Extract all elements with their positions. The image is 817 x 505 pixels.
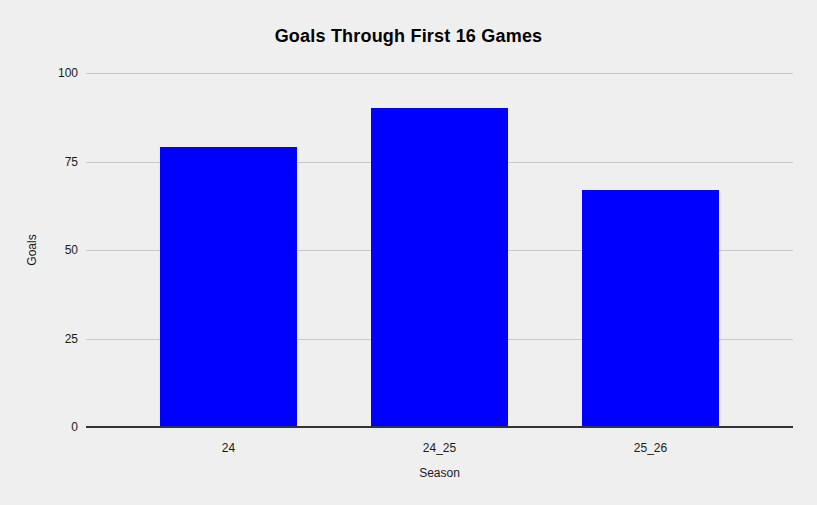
chart-page: { "page": { "background": "#efefef" }, "… <box>0 0 817 505</box>
bar-24_25 <box>371 108 508 427</box>
bar-25_26 <box>582 190 719 427</box>
bar-24 <box>160 147 297 427</box>
gridline <box>86 73 793 74</box>
y-tick-label: 25 <box>0 332 78 346</box>
x-tick-label: 25_26 <box>545 441 756 456</box>
x-axis-title: Season <box>86 466 793 480</box>
y-tick-label: 100 <box>0 66 78 80</box>
x-tick-label: 24_25 <box>334 441 545 456</box>
goals-bar-chart: Goals Through First 16 Games Goals 02550… <box>0 0 817 505</box>
plot-area: 0 25 50 75 100 2424_2525_26 <box>0 0 817 505</box>
x-tick-label: 24 <box>123 441 334 456</box>
y-tick-label: 75 <box>0 155 78 169</box>
y-tick-label: 0 <box>0 420 78 434</box>
y-tick-label: 50 <box>0 243 78 257</box>
x-axis-baseline <box>86 426 793 428</box>
